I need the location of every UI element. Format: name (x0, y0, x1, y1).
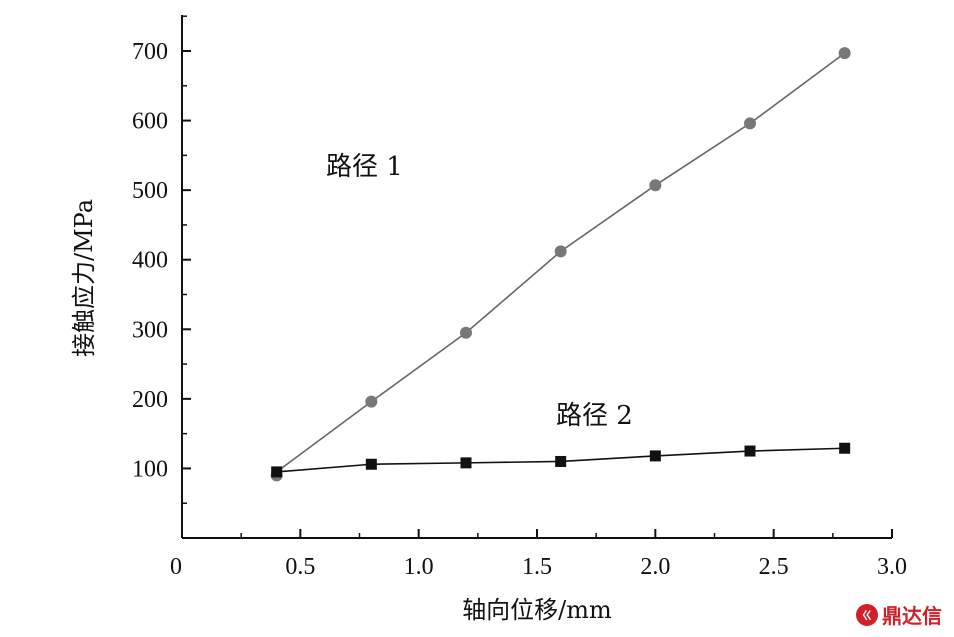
y-tick-label: 200 (132, 387, 168, 413)
series-1-point (554, 245, 567, 258)
series-1-point (838, 47, 851, 60)
y-axis-title: 接触应力/MPa (70, 199, 98, 357)
y-tick-label: 500 (132, 178, 168, 204)
x-tick-label: 1.0 (404, 554, 434, 580)
series-1-point (649, 179, 662, 192)
x-tick-label: 1.5 (522, 554, 552, 580)
series-2-point (649, 450, 661, 462)
y-tick-label: 100 (132, 456, 168, 482)
x-tick-label: 3.0 (877, 554, 907, 580)
series-2-point (555, 455, 567, 467)
series-1-point (744, 117, 756, 130)
y-tick-label: 300 (132, 317, 168, 343)
ticks: 100 200 300 400 500 600 700 0 0.5 1.0 1.5 2.0 2.5 3.0 (132, 15, 907, 580)
y-tick-label: 600 (132, 109, 168, 135)
series-2-point (839, 442, 851, 454)
y-tick-label: 400 (132, 248, 168, 274)
y-tick-label: 700 (132, 39, 168, 65)
series-2-point (460, 457, 472, 469)
series-2-point (271, 466, 283, 478)
series-label-1: 路径 1 (326, 152, 403, 182)
watermark-logo-icon: ㄍ (856, 603, 878, 626)
x-axis-title: 轴向位移/mm (462, 596, 612, 624)
series-1-point (460, 326, 472, 339)
x-tick-label: 0 (170, 554, 182, 580)
axes (181, 15, 892, 539)
series-1-point (365, 395, 378, 408)
x-tick-label: 2.0 (640, 554, 670, 580)
x-tick-label: 0.5 (285, 554, 315, 580)
watermark: ㄍ 鼎达信 (856, 600, 942, 629)
watermark-text: 鼎达信 (882, 604, 942, 628)
series-layer (270, 47, 851, 482)
series-label-2: 路径 2 (556, 401, 633, 431)
series-2-point (744, 445, 756, 457)
series-2-point (365, 458, 377, 470)
x-tick-label: 2.5 (759, 554, 789, 580)
